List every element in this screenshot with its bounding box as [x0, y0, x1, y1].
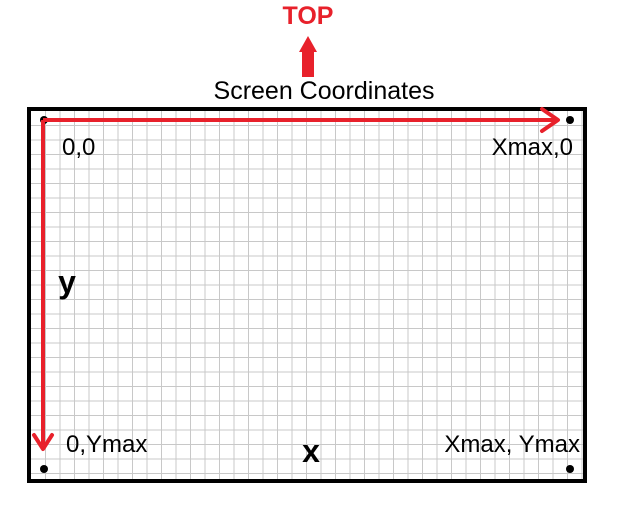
y-axis-label: y	[58, 264, 76, 300]
x-axis-label: x	[302, 433, 320, 469]
x-axis-arrow	[43, 107, 560, 133]
screen-frame	[27, 107, 587, 483]
diagram-title: Screen Coordinates	[214, 77, 435, 105]
corner-label-bottom-right: Xmax, Ymax	[444, 431, 580, 458]
dot-icon	[566, 116, 574, 124]
dot-icon	[40, 465, 48, 473]
corner-label-bottom-left: 0,Ymax	[66, 431, 147, 458]
y-axis-arrow	[32, 120, 54, 451]
top-label: TOP	[283, 2, 334, 30]
dot-icon	[566, 465, 574, 473]
grid-lines	[31, 111, 583, 479]
arrow-up-icon	[299, 36, 317, 77]
corner-label-top-left: 0,0	[62, 134, 95, 161]
corner-label-top-right: Xmax,0	[492, 134, 573, 161]
